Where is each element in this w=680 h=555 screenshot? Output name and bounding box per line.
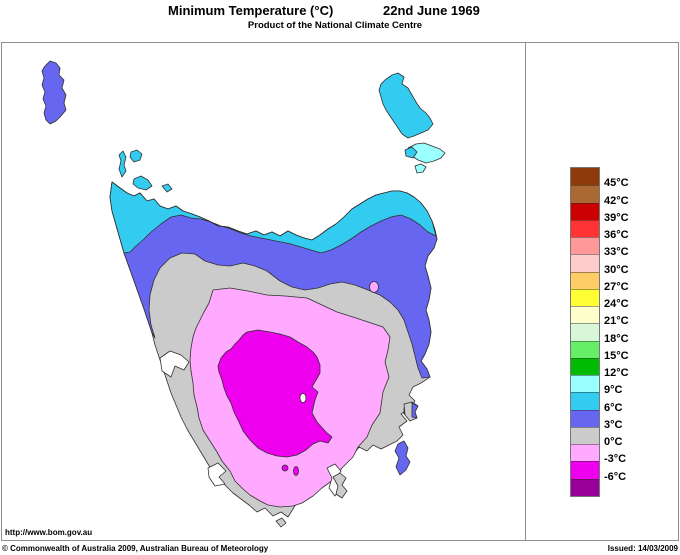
legend-swatch <box>571 168 599 186</box>
cape-barren-west-tip <box>404 146 418 159</box>
legend-swatch <box>571 219 599 238</box>
legend-swatch <box>571 409 599 427</box>
legend-swatch <box>571 288 599 307</box>
se-blue-coastal-strip <box>394 440 411 476</box>
legend-swatch <box>571 461 599 479</box>
legend-swatch <box>571 237 599 255</box>
legend-label: 42°C <box>604 194 629 207</box>
legend-swatch <box>571 185 599 203</box>
maria-island-blue-edge <box>411 402 419 419</box>
south-magenta-spot-1 <box>281 464 289 472</box>
legend-label: -6°C <box>604 470 627 483</box>
legend-label: 18°C <box>604 332 629 345</box>
legend-label: 24°C <box>604 298 629 311</box>
legend-label: 33°C <box>604 246 629 259</box>
lake-hole-in-core <box>299 393 307 403</box>
northeast-pink-spot <box>369 281 379 293</box>
legend-label: 30°C <box>604 263 629 276</box>
issued-date-label: Issued: 14/03/2009 <box>607 544 678 553</box>
south-islet <box>275 517 287 528</box>
band-6-9-north-coast <box>109 181 437 254</box>
legend-swatch <box>571 357 599 376</box>
nw-islet-4 <box>161 183 173 193</box>
legend-swatch <box>571 254 599 272</box>
legend-swatch <box>571 271 599 289</box>
legend-swatch <box>571 392 599 410</box>
clarke-island <box>414 163 427 174</box>
legend-label: 3°C <box>604 418 623 431</box>
legend-label: 27°C <box>604 280 629 293</box>
legend-swatch <box>571 444 599 462</box>
south-magenta-spot-2 <box>293 466 299 476</box>
copyright-label: © Commonwealth of Australia 2009, Austra… <box>2 544 269 553</box>
legend-label: 36°C <box>604 229 629 242</box>
macquarie-harbour-inlet <box>159 350 190 378</box>
tasmania-temperature-map <box>41 60 446 528</box>
bom-url-label: http://www.bom.gov.au <box>5 528 93 537</box>
nw-islet-1 <box>118 150 127 178</box>
king-island <box>41 60 67 125</box>
nw-islet-2 <box>129 149 143 163</box>
nw-islet-3 <box>132 175 153 191</box>
legend-swatch <box>571 478 599 496</box>
legend-swatch <box>571 306 599 324</box>
legend-label: 21°C <box>604 315 629 328</box>
legend-divider-line <box>525 42 526 541</box>
band-neg6-neg3-core <box>217 329 333 458</box>
legend-swatch <box>571 202 599 220</box>
legend-swatch <box>571 323 599 341</box>
cape-barren-island <box>407 142 446 164</box>
legend-label: 15°C <box>604 349 629 362</box>
legend-swatch <box>571 340 599 358</box>
legend-swatches <box>570 167 600 497</box>
legend-label: 9°C <box>604 384 623 397</box>
flinders-island <box>378 72 434 139</box>
bruny-island <box>332 472 348 499</box>
page-subtitle: Product of the National Climate Centre <box>247 20 423 31</box>
map-date: 22nd June 1969 <box>383 3 480 18</box>
legend-label: 0°C <box>604 436 623 449</box>
page-title: Minimum Temperature (°C) <box>168 3 334 18</box>
port-davey-inlet <box>207 462 227 487</box>
legend-label: 6°C <box>604 401 623 414</box>
legend-label: 45°C <box>604 177 629 190</box>
legend-label: 39°C <box>604 211 629 224</box>
map-frame <box>1 42 679 541</box>
legend-label: 12°C <box>604 367 629 380</box>
legend-label: -3°C <box>604 453 627 466</box>
legend-swatch <box>571 375 599 393</box>
legend-swatch <box>571 426 599 445</box>
